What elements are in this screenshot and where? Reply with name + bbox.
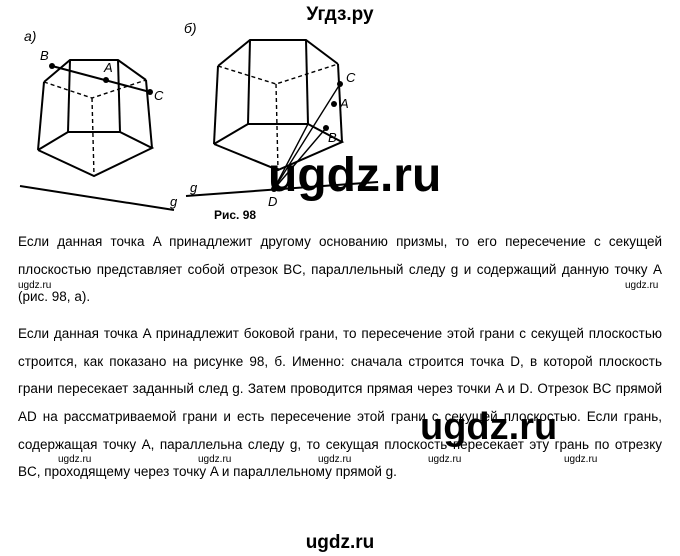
figure-a-point-B: B <box>40 48 49 63</box>
page-title-bottom: ugdz.ru <box>0 532 680 554</box>
watermark-small-6: ugdz.ru <box>428 454 461 465</box>
watermark-small-5: ugdz.ru <box>318 454 351 465</box>
figure-a-point-C: C <box>154 88 164 103</box>
watermark-small-2: ugdz.ru <box>625 280 658 291</box>
watermark-small-3: ugdz.ru <box>58 454 91 465</box>
page-title-top: Угдз.ру <box>0 4 680 26</box>
watermark-figures: ugdz.ru <box>268 152 441 200</box>
paragraph-1: Если данная точка A принадлежит другому … <box>18 228 662 311</box>
figure-caption: Рис. 98 <box>214 208 256 222</box>
watermark-small-1: ugdz.ru <box>18 280 51 291</box>
watermark-small-7: ugdz.ru <box>564 454 597 465</box>
figure-a-g: g <box>170 194 178 209</box>
watermark-small-4: ugdz.ru <box>198 454 231 465</box>
watermark-mid: ugdz.ru <box>420 408 557 446</box>
figure-b-point-B: B <box>328 130 337 145</box>
figure-a-point-A: A <box>103 60 113 75</box>
figure-a-svg: B A C g <box>14 38 184 218</box>
figure-b-point-C: C <box>346 70 356 85</box>
figure-b-g: g <box>190 180 198 195</box>
figure-b-point-A: A <box>339 96 349 111</box>
page-root: Угдз.ру а) б) B A C g <box>0 0 680 556</box>
